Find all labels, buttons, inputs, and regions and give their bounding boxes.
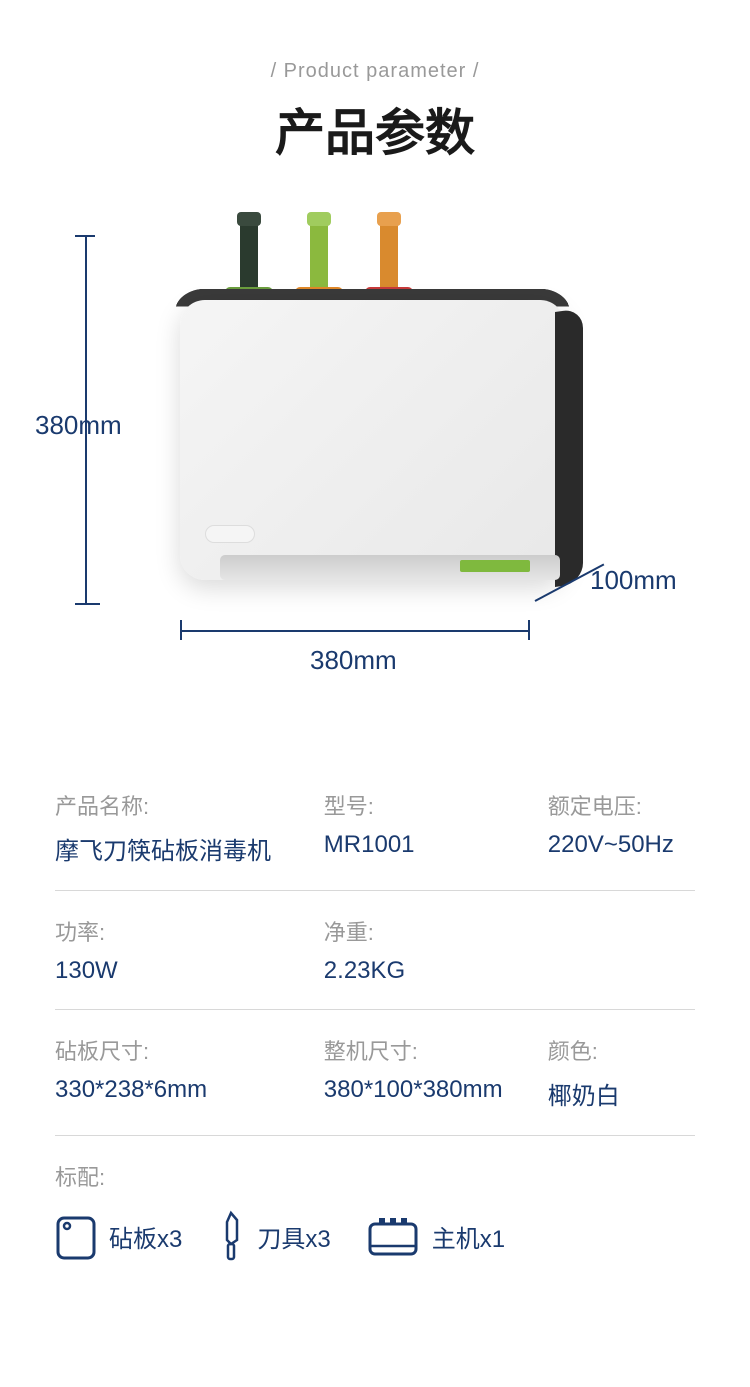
accessories-list: 砧板x3 刀具x3 (55, 1210, 695, 1262)
spec-value: 摩飞刀筷砧板消毒机 (55, 831, 324, 866)
header: / Product parameter / 产品参数 (0, 0, 750, 165)
product-spec-page: / Product parameter / 产品参数 380mm (0, 0, 750, 1387)
dimension-diagram: 380mm 380mm 100mm (65, 215, 685, 685)
width-label: 380mm (310, 645, 397, 676)
spec-label: 标配: (55, 1160, 695, 1192)
spec-label: 型号: (324, 789, 548, 821)
spec-cell (548, 915, 695, 985)
spec-table: 产品名称: 摩飞刀筷砧板消毒机 型号: MR1001 额定电压: 220V~50… (0, 685, 750, 1286)
spec-row: 砧板尺寸: 330*238*6mm 整机尺寸: 380*100*380mm 颜色… (55, 1010, 695, 1136)
cutting-board-icon (55, 1212, 97, 1260)
spec-value: 330*238*6mm (55, 1076, 324, 1104)
spec-cell: 产品名称: 摩飞刀筷砧板消毒机 (55, 789, 324, 866)
spec-cell: 标配: 砧板x3 (55, 1160, 695, 1262)
control-panel-icon (205, 525, 255, 543)
spec-label: 颜色: (548, 1034, 695, 1066)
knife-icon (217, 1210, 245, 1262)
spec-label: 额定电压: (548, 789, 695, 821)
accessory-item: 刀具x3 (217, 1210, 330, 1262)
spec-cell: 功率: 130W (55, 915, 324, 985)
spec-row: 产品名称: 摩飞刀筷砧板消毒机 型号: MR1001 额定电压: 220V~50… (55, 765, 695, 891)
spec-label: 功率: (55, 915, 324, 947)
machine-icon (366, 1214, 420, 1258)
accessory-label: 砧板x3 (109, 1219, 182, 1254)
spec-cell: 砧板尺寸: 330*238*6mm (55, 1034, 324, 1111)
page-title: 产品参数 (0, 93, 750, 165)
spec-label: 整机尺寸: (324, 1034, 548, 1066)
spec-row: 标配: 砧板x3 (55, 1136, 695, 1286)
accessory-item: 主机x1 (366, 1214, 505, 1258)
spec-value: 380*100*380mm (324, 1076, 548, 1104)
drawer-illustration (220, 555, 560, 580)
subtitle: / Product parameter / (0, 60, 750, 83)
spec-value: 130W (55, 957, 324, 985)
spec-label: 净重: (324, 915, 548, 947)
depth-label: 100mm (590, 565, 677, 596)
accessory-label: 刀具x3 (257, 1219, 330, 1254)
spec-value: MR1001 (324, 831, 548, 859)
spec-row: 功率: 130W 净重: 2.23KG (55, 891, 695, 1010)
accessory-label: 主机x1 (432, 1219, 505, 1254)
spec-cell: 颜色: 椰奶白 (548, 1034, 695, 1111)
spec-cell: 型号: MR1001 (324, 789, 548, 866)
spec-cell: 净重: 2.23KG (324, 915, 548, 985)
spec-label: 砧板尺寸: (55, 1034, 324, 1066)
spec-cell: 整机尺寸: 380*100*380mm (324, 1034, 548, 1111)
spec-value: 220V~50Hz (548, 831, 695, 859)
accessory-item: 砧板x3 (55, 1212, 182, 1260)
spec-cell: 额定电压: 220V~50Hz (548, 789, 695, 866)
spec-label: 产品名称: (55, 789, 324, 821)
spec-value: 2.23KG (324, 957, 548, 985)
height-label: 380mm (35, 410, 122, 441)
spec-value: 椰奶白 (548, 1076, 695, 1111)
